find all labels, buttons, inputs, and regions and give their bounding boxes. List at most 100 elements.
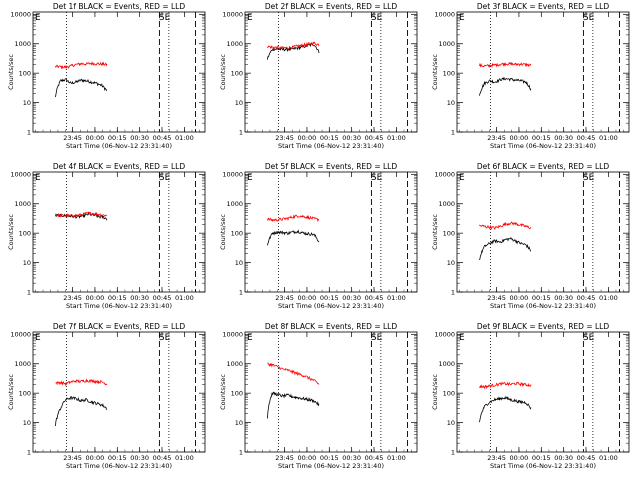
x-tick-label: 00:45 xyxy=(365,294,384,302)
y-tick-label: 10000 xyxy=(10,11,31,19)
marker-e: E xyxy=(459,333,465,343)
x-tick-label: 01:00 xyxy=(175,454,194,462)
chart-title: Det 5f BLACK = Events, RED = LLD xyxy=(265,162,398,171)
x-tick-label: 01:00 xyxy=(387,294,406,302)
y-axis-label: Counts/sec xyxy=(7,374,15,410)
chart-title: Det 3f BLACK = Events, RED = LLD xyxy=(477,2,610,11)
chart-panel-3: Det 3f BLACK = Events, RED = LLD 1 10 100 10… xyxy=(431,2,630,150)
y-tick-label: 10 xyxy=(23,259,31,267)
y-tick-label: 100 xyxy=(231,389,243,397)
marker-e: E xyxy=(35,173,41,183)
y-tick-label: 1 xyxy=(239,128,243,136)
y-tick-label: 10 xyxy=(23,419,31,427)
plot-frame xyxy=(244,11,418,133)
y-tick-label: 100 xyxy=(19,229,31,237)
x-tick-label: 00:00 xyxy=(298,134,317,142)
x-tick-label: 01:00 xyxy=(599,294,618,302)
x-tick-label: 00:00 xyxy=(510,294,529,302)
chart-panel-9: Det 9f BLACK = Events, RED = LLD 1 10 100 10… xyxy=(431,322,630,470)
x-tick-label: 23:45 xyxy=(275,294,294,302)
marker-se: SE xyxy=(159,333,171,343)
y-tick-label: 1000 xyxy=(226,200,243,208)
marker-se: SE xyxy=(583,13,595,23)
x-tick-label: 01:00 xyxy=(175,134,194,142)
x-tick-label: 00:45 xyxy=(153,454,172,462)
y-tick-label: 10000 xyxy=(434,11,455,19)
y-axis-label: Counts/sec xyxy=(219,374,227,410)
marker-e: E xyxy=(35,333,41,343)
lld-series-line xyxy=(479,61,532,68)
y-tick-label: 10000 xyxy=(10,331,31,339)
lld-series-line xyxy=(55,61,108,70)
y-axis-label: Counts/sec xyxy=(219,54,227,90)
x-tick-label: 00:00 xyxy=(510,454,529,462)
x-tick-label: 01:00 xyxy=(599,134,618,142)
events-series-line xyxy=(55,78,108,98)
x-tick-label: 00:30 xyxy=(342,134,361,142)
chart-panel-7: Det 7f BLACK = Events, RED = LLD 1 10 100 10… xyxy=(7,322,206,470)
y-tick-label: 100 xyxy=(443,69,455,77)
y-tick-label: 10 xyxy=(235,259,243,267)
chart-panel-2: Det 2f BLACK = Events, RED = LLD 1 10 100 10… xyxy=(219,2,418,150)
x-axis-label: Start Time (06-Nov-12 23:31:40) xyxy=(490,142,596,150)
x-axis-label: Start Time (06-Nov-12 23:31:40) xyxy=(490,462,596,470)
x-tick-label: 00:00 xyxy=(298,294,317,302)
x-tick-label: 00:15 xyxy=(108,134,127,142)
y-axis-label: Counts/sec xyxy=(431,214,439,250)
y-tick-label: 10 xyxy=(235,99,243,107)
y-tick-label: 10000 xyxy=(434,331,455,339)
x-tick-label: 00:00 xyxy=(298,454,317,462)
x-tick-label: 00:30 xyxy=(554,294,573,302)
plot-frame xyxy=(456,171,630,293)
y-tick-label: 1000 xyxy=(438,200,455,208)
y-tick-label: 1 xyxy=(239,448,243,456)
x-tick-label: 00:15 xyxy=(108,454,127,462)
x-axis-label: Start Time (06-Nov-12 23:31:40) xyxy=(66,302,172,310)
lld-series-line xyxy=(267,214,320,222)
events-series-line xyxy=(267,391,320,419)
y-tick-label: 1000 xyxy=(226,360,243,368)
x-tick-label: 00:00 xyxy=(510,134,529,142)
y-tick-label: 10 xyxy=(235,419,243,427)
y-tick-label: 1000 xyxy=(14,360,31,368)
x-tick-label: 00:45 xyxy=(577,294,596,302)
plot-frame xyxy=(456,331,630,453)
chart-title: Det 1f BLACK = Events, RED = LLD xyxy=(53,2,186,11)
y-tick-label: 1 xyxy=(451,288,455,296)
x-tick-label: 00:30 xyxy=(130,454,149,462)
marker-e: E xyxy=(459,13,465,23)
events-series-line xyxy=(55,396,108,427)
x-tick-label: 01:00 xyxy=(599,454,618,462)
y-tick-label: 1000 xyxy=(14,200,31,208)
marker-se: SE xyxy=(583,333,595,343)
marker-se: SE xyxy=(371,173,383,183)
y-tick-label: 1000 xyxy=(438,40,455,48)
chart-title: Det 9f BLACK = Events, RED = LLD xyxy=(477,322,610,331)
y-axis-label: Counts/sec xyxy=(7,54,15,90)
x-tick-label: 01:00 xyxy=(387,134,406,142)
y-tick-label: 1 xyxy=(27,288,31,296)
x-tick-label: 00:30 xyxy=(130,294,149,302)
x-tick-label: 23:45 xyxy=(487,294,506,302)
x-tick-label: 00:15 xyxy=(320,454,339,462)
y-tick-label: 10000 xyxy=(434,171,455,179)
x-tick-label: 00:45 xyxy=(577,134,596,142)
y-tick-label: 1 xyxy=(27,448,31,456)
lld-series-line xyxy=(55,378,108,387)
y-tick-label: 100 xyxy=(19,69,31,77)
x-tick-label: 00:15 xyxy=(532,134,551,142)
plot-frame xyxy=(32,11,206,133)
x-tick-label: 00:15 xyxy=(108,294,127,302)
x-axis-label: Start Time (06-Nov-12 23:31:40) xyxy=(66,142,172,150)
marker-e: E xyxy=(247,13,253,23)
marker-se: SE xyxy=(159,173,171,183)
events-series-line xyxy=(479,76,532,96)
x-tick-label: 23:45 xyxy=(487,134,506,142)
y-tick-label: 1 xyxy=(239,288,243,296)
x-tick-label: 01:00 xyxy=(387,454,406,462)
events-series-line xyxy=(479,395,532,423)
lld-series-line xyxy=(267,41,320,51)
events-series-line xyxy=(479,237,532,261)
x-tick-label: 00:30 xyxy=(342,294,361,302)
